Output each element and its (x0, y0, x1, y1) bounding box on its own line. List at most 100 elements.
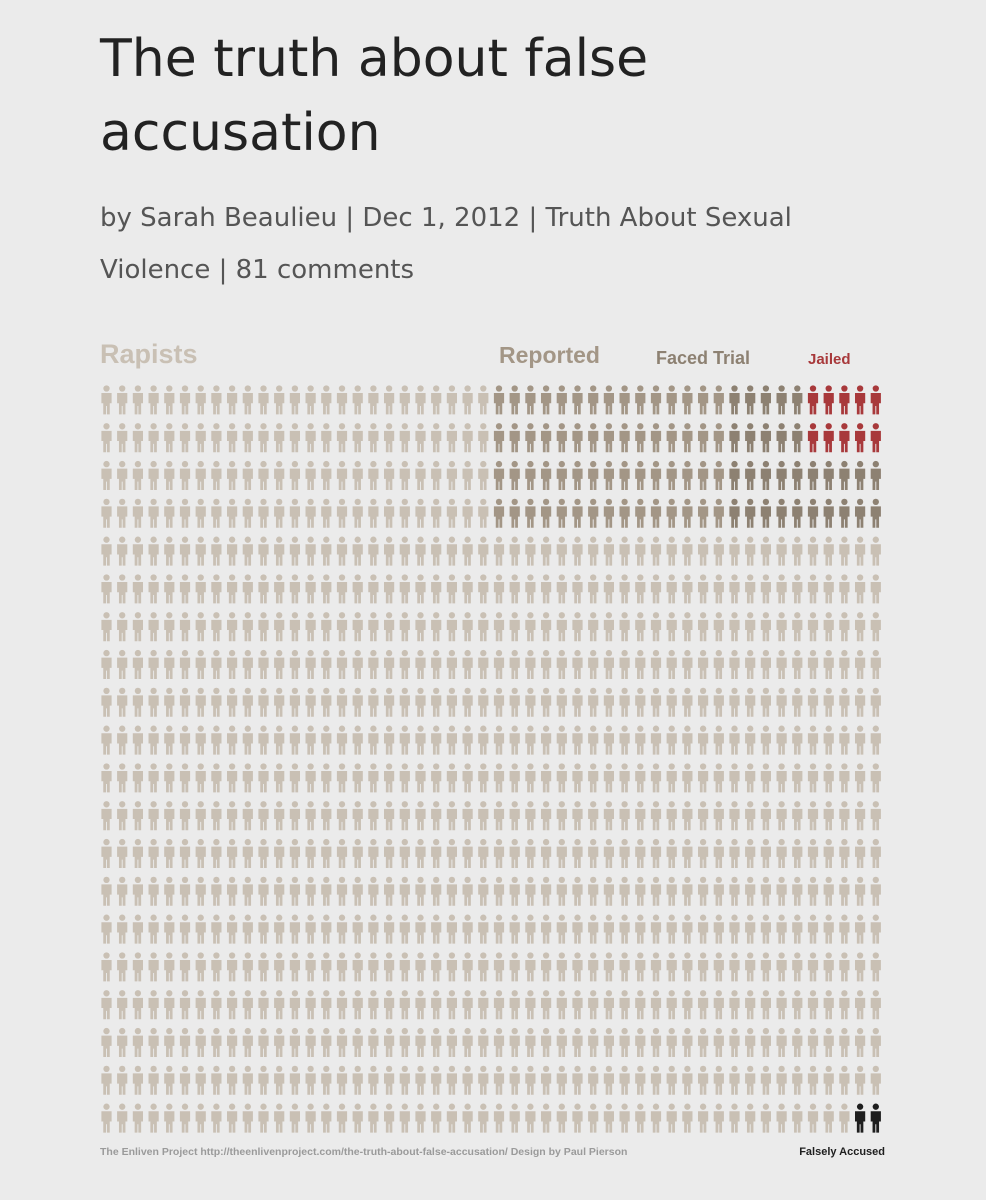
person-icon (179, 1103, 191, 1133)
person-icon (226, 687, 238, 717)
person-icon (854, 990, 866, 1020)
person-icon (713, 838, 724, 868)
person-icon (540, 574, 552, 604)
person-icon (870, 725, 881, 755)
person-icon (478, 574, 489, 604)
person-icon (823, 801, 834, 831)
person-icon (729, 1027, 740, 1057)
person-icon (321, 801, 332, 831)
person-icon (588, 952, 599, 982)
person-icon (745, 649, 756, 679)
person-icon (823, 498, 834, 528)
person-icon (132, 1065, 144, 1095)
person-icon (132, 838, 144, 868)
person-icon (383, 990, 395, 1020)
person-icon (446, 1027, 458, 1057)
person-icon (478, 763, 489, 793)
person-icon (729, 952, 740, 982)
person-icon (682, 801, 693, 831)
person-icon (462, 801, 473, 831)
person-icon (258, 914, 269, 944)
person-icon (682, 1027, 693, 1057)
person-icon (650, 914, 662, 944)
person-icon (650, 1103, 662, 1133)
person-icon (807, 423, 819, 453)
person-icon (650, 838, 662, 868)
person-icon (776, 574, 787, 604)
person-icon (446, 385, 458, 415)
person-icon (117, 574, 128, 604)
person-icon (650, 763, 662, 793)
person-icon (792, 838, 803, 868)
person-icon (195, 838, 206, 868)
person-icon (509, 536, 520, 566)
person-icon (462, 498, 473, 528)
person-icon (289, 1103, 301, 1133)
person-icon (164, 876, 175, 906)
person-icon (258, 838, 269, 868)
person-icon (211, 385, 222, 415)
person-icon (556, 460, 567, 490)
person-icon (478, 1103, 489, 1133)
person-icon (682, 423, 693, 453)
person-icon (462, 687, 473, 717)
person-icon (258, 876, 269, 906)
person-icon (164, 725, 175, 755)
person-icon (745, 952, 756, 982)
person-icon (399, 990, 410, 1020)
person-icon (226, 460, 238, 490)
person-icon (101, 952, 112, 982)
person-icon (854, 423, 866, 453)
person-icon (258, 460, 269, 490)
person-icon (117, 1027, 128, 1057)
person-icon (776, 763, 787, 793)
person-icon (823, 838, 834, 868)
person-icon (493, 914, 505, 944)
person-icon (195, 385, 206, 415)
person-icon (572, 876, 583, 906)
person-icon (729, 574, 740, 604)
person-icon (525, 763, 536, 793)
person-icon (195, 952, 206, 982)
person-icon (525, 385, 536, 415)
person-icon (305, 1027, 316, 1057)
person-icon (399, 498, 410, 528)
person-icon (368, 1027, 379, 1057)
person-icon (509, 423, 520, 453)
person-icon (839, 1103, 850, 1133)
person-icon (383, 876, 395, 906)
person-icon (242, 612, 253, 642)
person-icon (446, 687, 458, 717)
person-icon (415, 990, 426, 1020)
person-icon (839, 612, 850, 642)
person-icon (603, 838, 615, 868)
person-icon (211, 649, 222, 679)
person-icon (760, 385, 772, 415)
person-icon (713, 725, 724, 755)
person-icon (289, 423, 301, 453)
person-icon (226, 914, 238, 944)
person-icon (446, 612, 458, 642)
person-icon (666, 801, 677, 831)
person-icon (446, 838, 458, 868)
person-icon (226, 498, 238, 528)
person-icon (226, 763, 238, 793)
person-icon (697, 1065, 709, 1095)
person-icon (101, 385, 112, 415)
person-icon (321, 687, 332, 717)
person-icon (321, 876, 332, 906)
person-icon (195, 460, 206, 490)
person-icon (478, 498, 489, 528)
person-icon (431, 498, 442, 528)
person-icon (117, 952, 128, 982)
person-icon (258, 612, 269, 642)
person-icon (211, 423, 222, 453)
person-icon (399, 952, 410, 982)
person-icon (226, 990, 238, 1020)
person-icon (148, 460, 159, 490)
person-icon (745, 838, 756, 868)
person-icon (572, 649, 583, 679)
person-icon (807, 574, 819, 604)
person-icon (760, 801, 772, 831)
